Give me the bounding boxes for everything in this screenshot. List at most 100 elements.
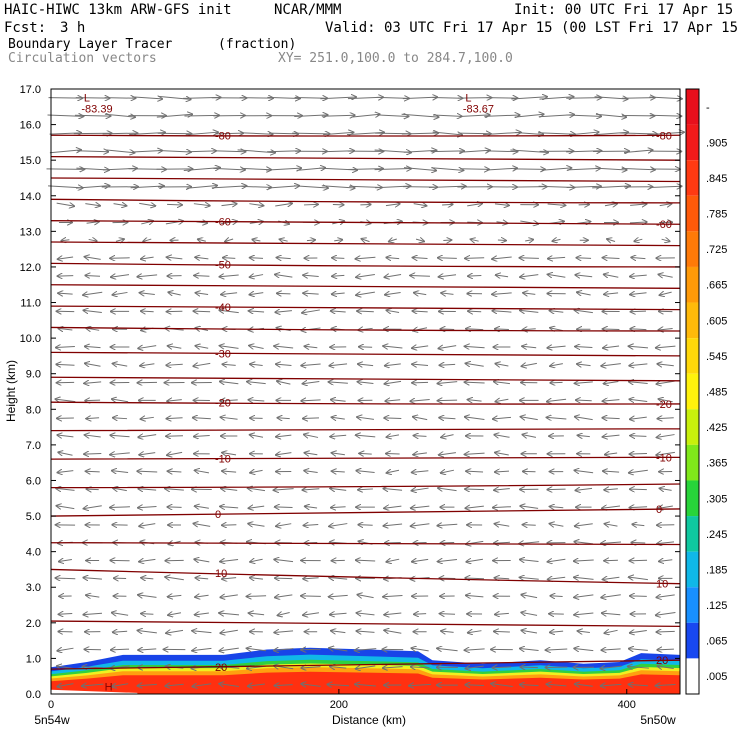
wind-vector (357, 311, 374, 312)
wind-vector (61, 240, 70, 241)
wind-vector (320, 97, 356, 99)
wind-vector (630, 293, 647, 295)
wind-vector (428, 186, 466, 187)
wind-vector (167, 204, 182, 205)
wind-vector (412, 346, 429, 348)
wind-vector (659, 560, 673, 562)
y-tick-label: 12.0 (20, 262, 41, 274)
wind-vector (384, 418, 402, 419)
wind-vector (492, 293, 512, 294)
wind-vector (274, 489, 294, 491)
wind-vector (356, 666, 376, 669)
wind-vector (250, 364, 263, 365)
wind-vector (193, 311, 211, 312)
wind-vector (541, 168, 572, 170)
colorbar-label: .725 (706, 244, 727, 256)
wind-vector (656, 685, 676, 686)
forecast-hour: 3 h (60, 20, 86, 36)
wind-vector (484, 115, 519, 116)
wind-vector (574, 577, 594, 579)
extremum-marker: L (84, 93, 90, 105)
valid-time: Valid: 03 UTC Fri 17 Apr 15 (00 LST Fri … (325, 20, 740, 36)
colorbar-swatch (686, 444, 699, 481)
wind-vector (604, 274, 619, 277)
wind-vector (356, 560, 376, 561)
wind-vector (113, 488, 127, 490)
wind-vector (603, 258, 620, 259)
wind-vector (493, 667, 512, 668)
colorbar-label: .665 (706, 280, 727, 292)
wind-vector (249, 204, 263, 206)
contour-label-right: 10 (656, 579, 668, 591)
wind-vector (412, 488, 429, 491)
wind-vector (166, 630, 184, 633)
wind-vector (629, 470, 648, 473)
wind-vector (266, 168, 301, 170)
wind-vector (432, 132, 462, 135)
wind-vector (276, 524, 292, 527)
wind-vector (411, 648, 429, 651)
wind-vector (515, 132, 543, 134)
wind-vector (187, 151, 216, 152)
wind-vector (566, 98, 601, 99)
wind-vector (387, 470, 400, 473)
wind-vector (277, 293, 291, 294)
wind-vector (522, 346, 537, 348)
wind-vector (628, 666, 649, 668)
wind-vector (459, 115, 490, 117)
x-tick-label: 0 (48, 699, 54, 711)
wind-vector (248, 524, 265, 527)
wind-vector (575, 417, 593, 420)
wind-vector (249, 293, 264, 295)
wind-vector (656, 595, 675, 598)
wind-vector (621, 98, 655, 99)
wind-vector (303, 382, 320, 384)
wind-vector (168, 346, 182, 348)
wind-vector (548, 559, 566, 562)
wind-vector (192, 648, 212, 650)
wind-vector (550, 364, 563, 366)
wind-vector (547, 204, 566, 205)
wind-vector (494, 489, 510, 491)
wind-vector (83, 578, 102, 580)
wind-vector (104, 98, 136, 99)
wind-vector (275, 685, 293, 686)
wind-vector (440, 364, 456, 365)
wind-vector (383, 667, 403, 668)
y-tick-label: 4.0 (26, 547, 41, 559)
wind-vector (465, 258, 485, 259)
wind-vector (649, 97, 681, 99)
wind-vector (575, 684, 593, 686)
wind-vector (323, 132, 353, 134)
wind-vector (158, 95, 190, 99)
wind-vector (525, 240, 533, 241)
wind-vector (604, 293, 619, 294)
wind-vector (437, 382, 458, 384)
wind-vector (357, 613, 375, 615)
wind-vector (656, 346, 676, 348)
wind-vector (332, 417, 345, 419)
wind-vector (115, 239, 124, 241)
wind-vector (493, 507, 511, 508)
wind-vector (601, 649, 621, 650)
contour-label: -60 (215, 217, 231, 229)
wind-vector (241, 168, 271, 169)
wind-vector (438, 400, 458, 401)
y-tick-label: 7.0 (26, 440, 41, 452)
wind-vector (85, 363, 101, 366)
wind-vector (212, 151, 246, 152)
wind-vector (384, 489, 403, 491)
wind-vector (168, 595, 182, 596)
wind-vector (137, 471, 158, 472)
wind-vector (414, 293, 427, 295)
wind-vector (304, 435, 319, 438)
wind-vector (167, 257, 183, 259)
wind-vector (466, 595, 484, 597)
wind-vector (657, 364, 674, 366)
wind-vector (466, 471, 484, 472)
wind-vector (601, 595, 621, 598)
wind-vector (567, 168, 600, 170)
wind-vector (241, 186, 271, 187)
wind-vector (385, 204, 400, 206)
init-time: Init: 00 UTC Fri 17 Apr 15 (514, 2, 734, 18)
